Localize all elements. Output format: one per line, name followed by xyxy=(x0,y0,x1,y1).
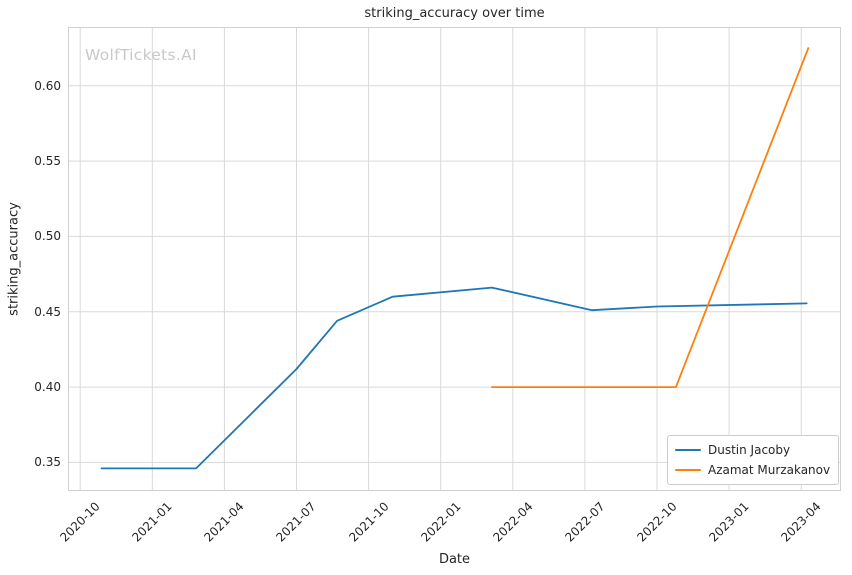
y-tick-label: 0.45 xyxy=(34,305,61,319)
x-tick-label: 2022-10 xyxy=(634,499,680,545)
chart-title: striking_accuracy over time xyxy=(364,6,545,21)
plot-area: WolfTickets.AI Dustin Jacoby Azamat Murz… xyxy=(68,27,841,491)
y-axis-label: striking_accuracy xyxy=(6,202,22,316)
x-tick-label: 2021-07 xyxy=(273,499,319,545)
legend-line-swatch-orange xyxy=(675,469,701,471)
legend: Dustin Jacoby Azamat Murzakanov xyxy=(667,435,840,485)
x-tick-label: 2021-04 xyxy=(201,499,247,545)
y-tick-label: 0.60 xyxy=(34,79,61,93)
legend-line-swatch-blue xyxy=(675,449,701,451)
x-tick-label: 2021-10 xyxy=(346,499,392,545)
watermark: WolfTickets.AI xyxy=(85,46,197,64)
legend-item-dustin-jacoby: Dustin Jacoby xyxy=(675,441,830,459)
y-tick-label: 0.35 xyxy=(34,455,61,469)
x-tick-label: 2023-01 xyxy=(706,499,752,545)
legend-label: Dustin Jacoby xyxy=(708,443,791,457)
legend-label: Azamat Murzakanov xyxy=(708,463,831,477)
x-tick-label: 2022-04 xyxy=(490,499,536,545)
x-axis-label: Date xyxy=(438,552,471,567)
y-tick-label: 0.55 xyxy=(34,154,61,168)
x-tick-label: 2020-10 xyxy=(57,499,103,545)
x-tick-label: 2022-01 xyxy=(418,499,464,545)
x-tick-label: 2021-01 xyxy=(129,499,175,545)
x-tick-label: 2023-04 xyxy=(778,499,824,545)
x-tick-label: 2022-07 xyxy=(562,499,608,545)
y-tick-label: 0.50 xyxy=(34,229,61,243)
legend-item-azamat-murzakanov: Azamat Murzakanov xyxy=(675,461,830,479)
plot-svg xyxy=(68,27,841,491)
y-tick-label: 0.40 xyxy=(34,380,61,394)
